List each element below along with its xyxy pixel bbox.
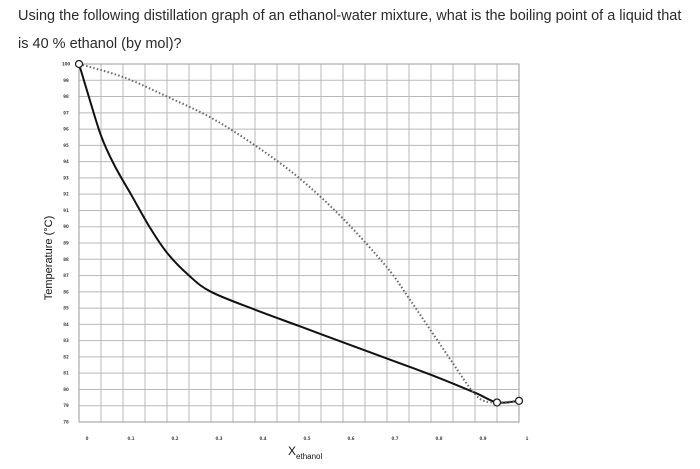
x-tick-label: 0.2 (171, 436, 178, 441)
x-tick-label: 0.6 (347, 436, 354, 441)
chart-markers (74, 59, 524, 407)
y-tick-label: 80 (63, 387, 69, 392)
x-tick-label: 0.7 (391, 436, 398, 441)
chart-series (78, 63, 520, 404)
y-tick-label: 98 (63, 94, 69, 99)
y-tick-label: 87 (63, 273, 69, 278)
data-marker (492, 398, 502, 407)
y-tick-label: 88 (63, 257, 69, 262)
x-axis-title: Xethanol (288, 444, 322, 461)
y-tick-label: 96 (63, 127, 69, 132)
y-tick-label: 79 (63, 403, 69, 408)
chart-grid (78, 63, 520, 423)
x-tick-label: 0.4 (259, 436, 266, 441)
y-tick-labels: 100 99 98 97 96 95 94 93 92 91 90 89 88 87 86 85 84 83 82 8… (62, 62, 71, 425)
y-tick-label: 78 (63, 420, 69, 425)
data-marker (74, 59, 84, 69)
x-axis-title-main: X (288, 444, 296, 458)
x-tick-labels: 0 0.1 0.2 0.3 0.4 0.5 0.6 0.7 0.8 0.9 1 (86, 436, 529, 441)
y-tick-label: 99 (63, 78, 69, 83)
x-axis-title-subscript: ethanol (296, 452, 322, 461)
y-tick-label: 84 (63, 322, 69, 327)
y-tick-label: 89 (63, 241, 69, 246)
y-tick-label: 81 (63, 371, 69, 376)
y-tick-label: 94 (63, 159, 69, 164)
x-tick-label: 1 (526, 436, 529, 441)
y-tick-label: 100 (62, 62, 71, 67)
y-tick-label: 92 (63, 192, 69, 197)
x-tick-label: 0.9 (479, 436, 486, 441)
y-axis-title: Temperature (°C) (43, 216, 55, 300)
vapor-curve (78, 63, 520, 404)
y-tick-label: 97 (63, 110, 69, 115)
question-text: Using the following distillation graph o… (18, 8, 682, 52)
y-tick-label: 93 (63, 175, 69, 180)
plot-frame (78, 63, 520, 423)
y-tick-label: 85 (63, 306, 69, 311)
x-tick-label: 0.8 (435, 436, 442, 441)
x-tick-label: 0.3 (215, 436, 222, 441)
y-tick-label: 82 (63, 354, 69, 359)
y-tick-label: 95 (63, 143, 69, 148)
liquid-curve (78, 63, 520, 404)
data-marker (514, 396, 524, 405)
x-tick-label: 0.1 (127, 436, 134, 441)
y-tick-label: 86 (63, 289, 69, 294)
y-tick-label: 83 (63, 338, 69, 343)
x-tick-label: 0.5 (303, 436, 310, 441)
x-tick-label: 0 (86, 436, 89, 441)
y-tick-label: 90 (63, 224, 69, 229)
y-tick-label: 91 (63, 208, 69, 213)
